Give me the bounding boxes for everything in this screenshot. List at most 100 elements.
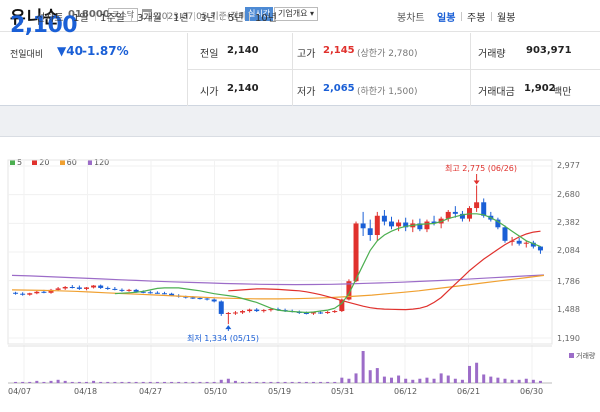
ma5-line [114, 213, 541, 314]
candle-body [388, 221, 394, 227]
volume-bar [354, 373, 358, 383]
candle-body [48, 289, 54, 293]
volume-bar [524, 378, 528, 383]
candle-body [27, 293, 33, 295]
volume-bar [397, 375, 401, 383]
divider [461, 12, 462, 21]
volume-bar [453, 378, 457, 383]
candle-body [41, 291, 47, 293]
volume-bar [141, 381, 145, 383]
candle-body [105, 287, 111, 289]
divider [167, 12, 168, 21]
tab-candle-chart[interactable]: 봉차트 [397, 13, 425, 24]
candle-body [98, 285, 104, 288]
candle-body [303, 312, 309, 314]
company-overview-dropdown[interactable]: 기업개요 ▾ [274, 7, 318, 21]
tab-1-week[interactable]: 1주일 [100, 13, 125, 24]
y-tick: 1,190 [557, 334, 580, 343]
volume-bar [375, 368, 379, 383]
candle-body [211, 299, 217, 302]
low-annotation: 최저 1,334 (05/15) [187, 334, 260, 343]
base-date: 2023.07.05 기준(장마감) [156, 12, 259, 22]
volume-bar [319, 381, 323, 383]
candle-body [339, 299, 345, 312]
tab-monthly[interactable]: 월봉 [497, 13, 516, 24]
volume-value: 903,971 [526, 45, 572, 56]
candle-body [197, 298, 203, 300]
high-arrowhead [473, 180, 480, 185]
change-label: 전일대비 [10, 50, 44, 60]
candle-body [353, 223, 359, 282]
ma60-line [11, 274, 545, 300]
prev-close-label: 전일 [200, 49, 219, 60]
candle-body [367, 228, 373, 236]
candle-body [91, 285, 97, 288]
candle-body [254, 309, 260, 312]
volume-bar [70, 381, 74, 383]
candle-body [140, 291, 146, 293]
divider [222, 12, 223, 21]
y-tick: 1,786 [557, 277, 580, 286]
volume-bar [219, 379, 223, 383]
volume-bar [538, 380, 542, 383]
stock-code: 018000 [68, 9, 110, 20]
volume-bar [382, 376, 386, 383]
open-label: 시가 [200, 87, 219, 98]
volume-bar [21, 381, 25, 383]
candle-body [396, 222, 402, 227]
chart-legend: 5 20 60 120 [10, 150, 109, 169]
candle-body [13, 292, 19, 294]
candle-body [459, 213, 465, 219]
candle-body [310, 312, 316, 314]
stock-name: 유니슨 [10, 8, 60, 28]
x-tick: 06/30 [520, 387, 544, 396]
candle-body [431, 221, 437, 224]
tab-3-years[interactable]: 3년 [200, 13, 216, 24]
candle-body [445, 211, 451, 219]
tab-10-years[interactable]: 10년 [255, 13, 277, 24]
volume-bar [475, 362, 479, 383]
realtime-button[interactable]: 실시간 [245, 7, 274, 21]
volume-legend: 거래량 [569, 351, 595, 361]
legend-ma120: 120 [86, 158, 109, 167]
volume-bar [120, 381, 124, 383]
volume-bar [163, 381, 167, 383]
calendar-icon [142, 9, 152, 19]
high-label: 고가 [297, 49, 316, 60]
change-percent: -1.87% [82, 44, 129, 58]
candle-body [268, 309, 274, 311]
candle-body [83, 287, 89, 289]
amount-value: 1,902 [524, 83, 556, 94]
y-tick: 1,488 [557, 305, 580, 314]
divider [249, 12, 250, 21]
y-tick: 2,977 [557, 161, 580, 170]
ma20-line [228, 230, 541, 311]
candle-body [119, 289, 125, 291]
current-price: 2,100 [10, 13, 78, 38]
divider [188, 69, 600, 70]
legend-ma60: 60 [59, 158, 77, 167]
tab-daily[interactable]: 일봉 [437, 13, 456, 24]
x-tick: 05/10 [204, 387, 228, 396]
y-tick: 2,680 [557, 190, 580, 199]
ma120-line [11, 274, 545, 286]
volume-bar [290, 381, 294, 383]
tab-5-years[interactable]: 5년 [228, 13, 244, 24]
divider [491, 12, 492, 21]
amount-unit: 백만 [553, 87, 572, 98]
volume-bar [84, 381, 88, 383]
tab-line-chart[interactable]: 선차트 [36, 13, 64, 24]
candle-body [34, 291, 40, 294]
candle-body [374, 215, 380, 236]
volume-bar [482, 374, 486, 383]
volume-bar [432, 378, 436, 383]
candle-body [247, 309, 253, 312]
tab-3-months[interactable]: 3개월 [137, 13, 162, 24]
candle-body [474, 202, 480, 209]
volume-bar [283, 381, 287, 383]
volume-bar [425, 377, 429, 383]
tab-1-year[interactable]: 1년 [173, 13, 189, 24]
candle-body [126, 289, 132, 291]
tab-1-day[interactable]: 1일 [73, 13, 89, 24]
tab-weekly[interactable]: 주봉 [467, 13, 486, 24]
